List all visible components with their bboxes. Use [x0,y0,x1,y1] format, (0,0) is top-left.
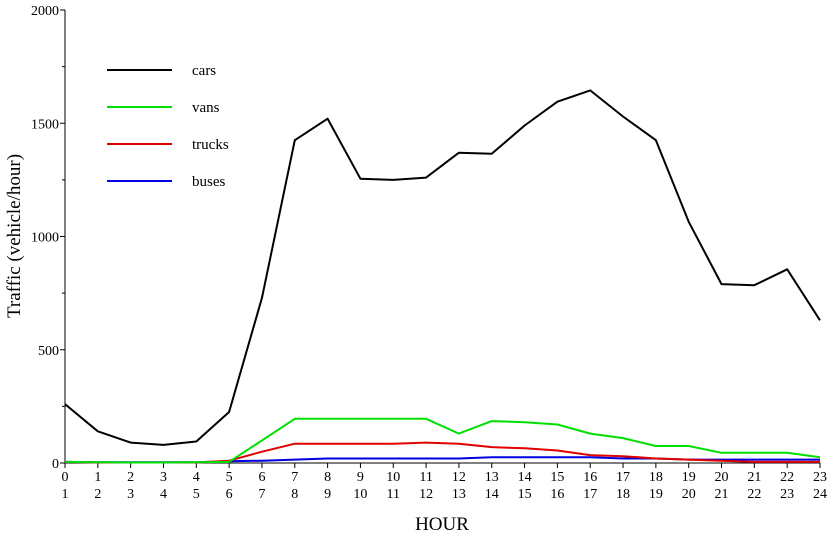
series-line-cars [64,89,821,446]
x-tick-label-top: 20 [715,470,729,485]
x-tick-label-top: 4 [193,470,200,485]
x-tick-label-top: 16 [583,470,597,485]
y-axis-title: Traffic (vehicle/hour) [4,154,25,318]
y-tick-label: 2000 [31,4,59,19]
x-tick-label-bottom: 21 [715,487,729,502]
x-tick-label-bottom: 19 [649,487,663,502]
x-tick-label-bottom: 18 [616,487,630,502]
x-tick-label-top: 1 [94,470,101,485]
x-tick-label-bottom: 16 [550,487,564,502]
x-axis-title: HOUR [415,514,469,535]
x-tick-label-top: 13 [485,470,499,485]
legend: cars vans trucks buses [107,63,229,190]
x-tick-label-bottom: 15 [518,487,532,502]
x-tick-label-top: 17 [616,470,630,485]
x-tick-label-bottom: 4 [160,487,167,502]
x-tick-label-bottom: 2 [94,487,101,502]
legend-label-buses: buses [192,174,225,190]
x-tick-label-top: 2 [127,470,134,485]
x-tick-label-bottom: 9 [324,487,331,502]
x-tick-label-bottom: 1 [62,487,69,502]
x-tick-label-bottom: 20 [682,487,696,502]
x-tick-label-top: 3 [160,470,167,485]
x-tick-label-top: 11 [419,470,432,485]
y-tick-label: 0 [52,457,59,472]
x-tick-label-top: 19 [682,470,696,485]
x-tick-label-bottom: 5 [193,487,200,502]
x-tick-label-top: 0 [62,470,69,485]
x-tick-label-bottom: 22 [747,487,761,502]
x-tick-label-bottom: 12 [419,487,433,502]
x-tick-label-top: 5 [226,470,233,485]
x-tick-label-bottom: 13 [452,487,466,502]
x-tick-label-top: 7 [291,470,298,485]
legend-label-trucks: trucks [192,137,229,153]
series-line-trucks [64,441,820,464]
legend-label-vans: vans [192,100,220,116]
x-tick-label-top: 15 [550,470,564,485]
x-tick-label-bottom: 11 [387,487,400,502]
legend-label-cars: cars [192,63,216,79]
x-tick-label-top: 12 [452,470,466,485]
x-tick-label-top: 18 [649,470,663,485]
x-tick-label-bottom: 14 [485,487,499,502]
x-tick-label-top: 22 [780,470,794,485]
x-tick-label-top: 6 [258,470,265,485]
x-tick-label-bottom: 8 [291,487,298,502]
x-tick-label-top: 21 [747,470,761,485]
x-tick-label-top: 10 [386,470,400,485]
x-tick-label-bottom: 6 [226,487,233,502]
x-tick-label-bottom: 7 [258,487,265,502]
y-tick-label: 1000 [31,231,59,246]
series-lines [64,89,821,464]
x-tick-label-top: 9 [357,470,364,485]
x-tick-label-bottom: 3 [127,487,134,502]
x-tick-label-top: 8 [324,470,331,485]
x-tick-label-top: 23 [813,470,827,485]
y-tick-label: 1500 [31,117,59,132]
x-tick-label-bottom: 10 [353,487,367,502]
y-tick-label: 500 [38,344,59,359]
x-tick-label-bottom: 23 [780,487,794,502]
x-tick-label-bottom: 17 [583,487,597,502]
x-tick-label-top: 14 [518,470,532,485]
x-tick-label-bottom: 24 [813,487,827,502]
series-line-vans [64,417,821,464]
axes: 0500100015002000011223344556677889910101… [31,4,827,502]
